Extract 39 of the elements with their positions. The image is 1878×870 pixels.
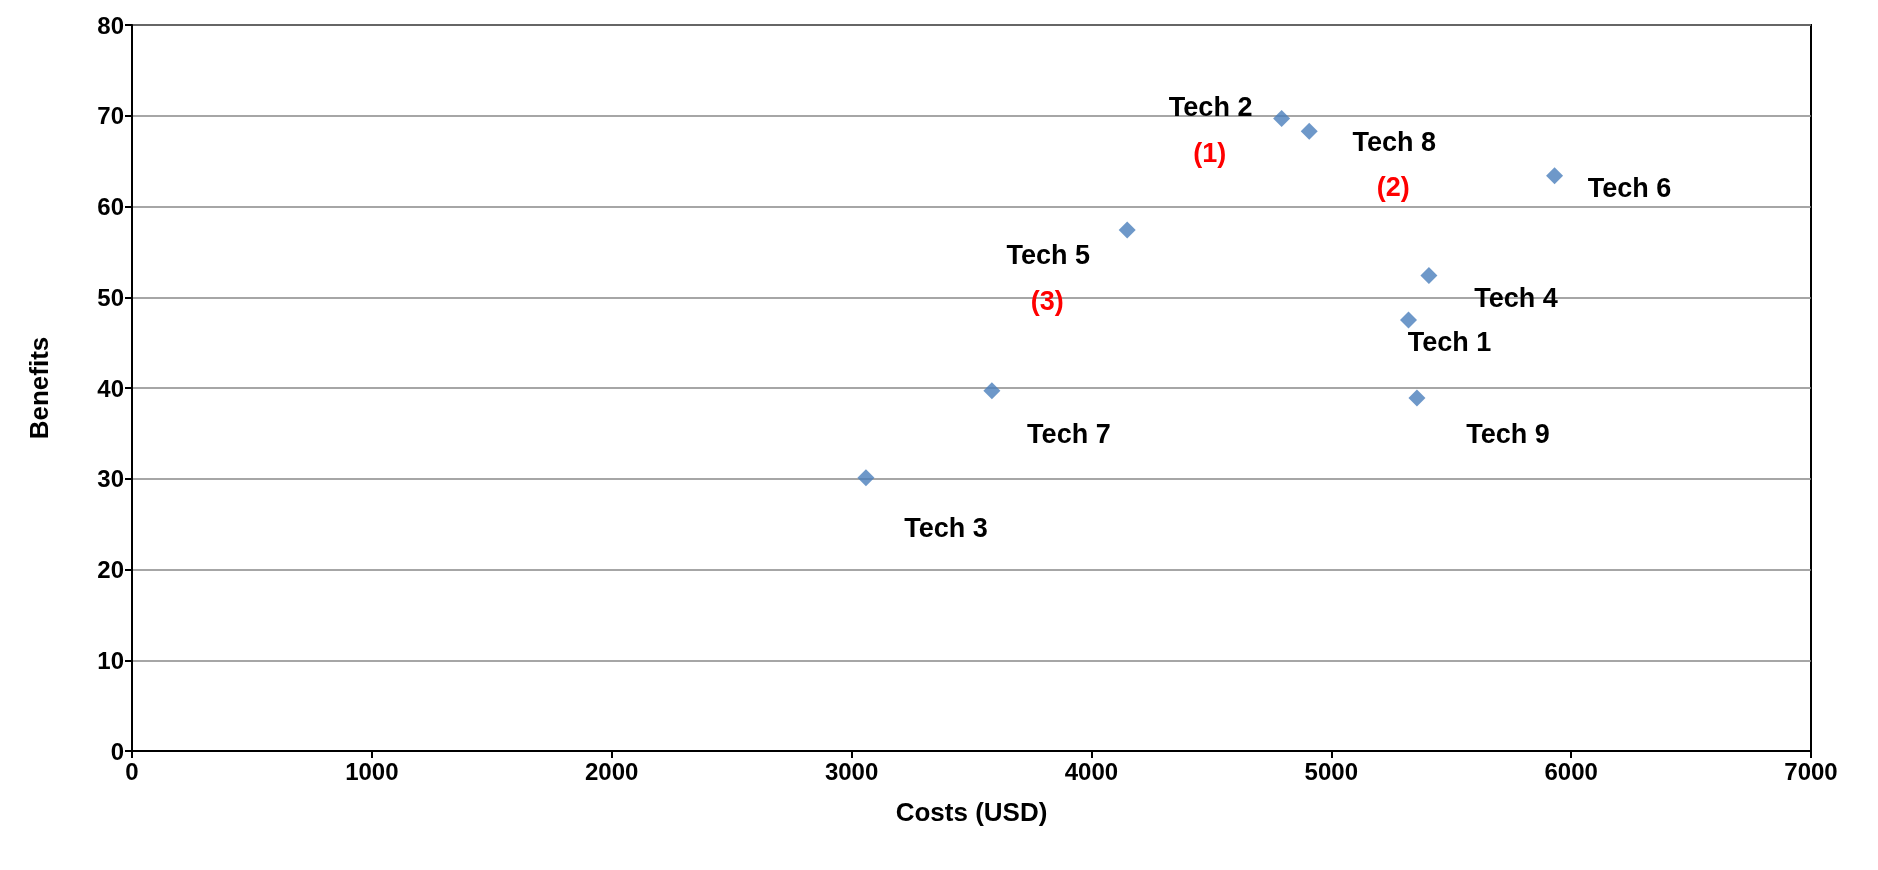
point [1408, 389, 1426, 407]
y-tick-label: 0 [110, 737, 124, 765]
annotation: Tech 8 [1352, 127, 1436, 158]
annotation: (2) [1376, 172, 1410, 203]
y-axis-title: Benefits [24, 336, 54, 440]
y-tick-label: 70 [97, 102, 124, 130]
y-tick-label: 50 [97, 283, 124, 311]
y-tick-label: 60 [97, 193, 124, 220]
y-tick-label: 10 [97, 646, 124, 674]
annotation: Tech 4 [1474, 283, 1558, 314]
annotation: Tech 3 [904, 512, 988, 543]
point [1420, 266, 1438, 284]
annotation: (3) [1030, 286, 1064, 317]
x-tick-label: 1000 [345, 757, 399, 785]
x-tick-label: 3000 [824, 757, 879, 785]
annotation: Tech 2 [1168, 92, 1253, 123]
point [1273, 109, 1291, 127]
x-tick-label: 6000 [1544, 757, 1598, 785]
x-tick-label: 5000 [1304, 757, 1358, 785]
point [857, 469, 875, 487]
annotation: Tech 7 [1027, 418, 1111, 449]
y-tick-label: 80 [97, 11, 124, 39]
annotation: (1) [1193, 138, 1227, 169]
annotation: Tech 9 [1466, 418, 1550, 449]
x-tick-label: 7000 [1784, 757, 1838, 785]
x-axis-title: Costs (USD) [895, 797, 1048, 827]
point [1546, 167, 1564, 185]
x-tick-label: 4000 [1064, 757, 1119, 785]
y-tick-label: 20 [97, 556, 124, 583]
point [983, 382, 1001, 400]
annotation: Tech 6 [1587, 172, 1672, 203]
point [1400, 311, 1418, 329]
x-tick-label: 2000 [585, 757, 639, 785]
y-tick-label: 40 [97, 374, 124, 402]
annotation: Tech 5 [1006, 240, 1090, 271]
y-tick-label: 30 [97, 465, 124, 493]
point [1118, 221, 1136, 239]
annotation: Tech 1 [1407, 326, 1492, 357]
point [1300, 122, 1318, 140]
